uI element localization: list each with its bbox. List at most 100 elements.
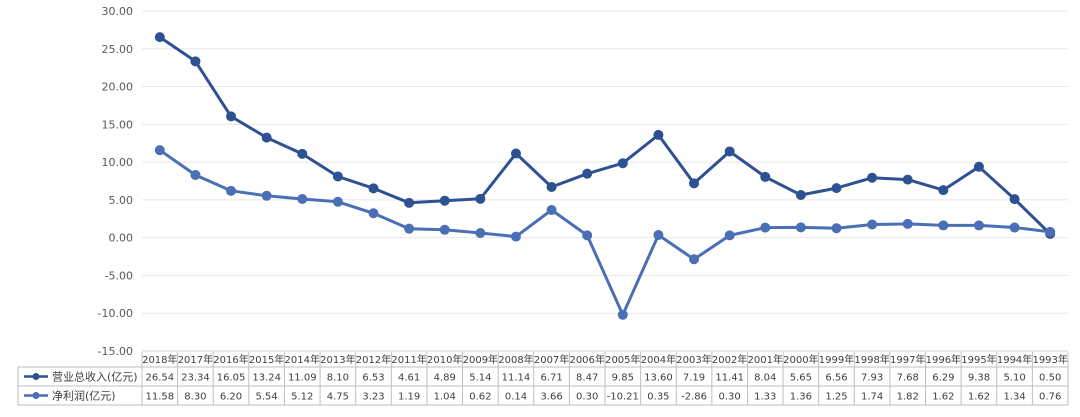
- data-point: [831, 223, 842, 234]
- x-tick-label: 2012年: [356, 353, 391, 366]
- x-tick-label: 2017年: [178, 353, 213, 366]
- data-point: [404, 223, 415, 234]
- table-cell-value: 7.19: [683, 373, 705, 384]
- table-cell-value: 0.35: [647, 392, 669, 403]
- y-tick-label: 0.00: [109, 232, 134, 245]
- table-cell-value: 8.04: [754, 373, 776, 384]
- table-cell-value: 5.12: [291, 392, 313, 403]
- data-point: [368, 183, 379, 194]
- x-tick-label: 2006年: [569, 353, 604, 366]
- table-cell-value: 1.19: [398, 392, 420, 403]
- y-tick-label: 25.00: [102, 43, 134, 56]
- table-cell-value: 1.62: [968, 392, 990, 403]
- table-cell-value: 9.38: [968, 373, 990, 384]
- table-cell-value: 4.75: [327, 392, 349, 403]
- data-point: [475, 227, 486, 238]
- data-point: [510, 148, 521, 159]
- table-cell-value: -10.21: [607, 392, 639, 403]
- series-line: [158, 148, 1052, 317]
- table-cell-value: 11.14: [502, 373, 531, 384]
- x-tick-label: 2008年: [498, 353, 533, 366]
- data-point: [332, 171, 343, 182]
- x-tick-label: 2015年: [249, 353, 284, 366]
- table-cell-value: 5.65: [790, 373, 812, 384]
- legend-label: 净利润(亿元): [52, 389, 116, 403]
- data-point: [760, 222, 771, 233]
- table-cell-value: 16.05: [217, 373, 246, 384]
- y-tick-label: 5.00: [109, 194, 134, 207]
- data-point: [546, 205, 557, 216]
- table-cell-value: 11.09: [288, 373, 317, 384]
- table-cell-value: 5.54: [256, 392, 278, 403]
- table-cell-value: 1.74: [861, 392, 883, 403]
- data-point: [867, 219, 878, 230]
- table-cell-value: 0.76: [1039, 392, 1061, 403]
- x-tick-label: 1993年: [1032, 353, 1067, 366]
- data-point: [1009, 194, 1020, 205]
- table-cell-value: 0.50: [1039, 373, 1061, 384]
- data-point: [760, 171, 771, 182]
- x-tick-label: 2001年: [748, 353, 783, 366]
- x-tick-label: 2014年: [285, 353, 320, 366]
- x-tick-label: 2013年: [320, 353, 355, 366]
- data-point: [154, 145, 165, 156]
- data-point: [190, 56, 201, 67]
- data-point: [689, 254, 700, 265]
- table-cell-value: 23.34: [181, 373, 210, 384]
- data-point: [404, 197, 415, 208]
- series-line: [158, 35, 1052, 236]
- x-tick-label: 2016年: [213, 353, 248, 366]
- data-point: [973, 220, 984, 231]
- table-cell-value: 0.30: [719, 392, 741, 403]
- data-point: [297, 193, 308, 204]
- table-cell-value: 6.53: [362, 373, 384, 384]
- table-cell-value: 3.23: [362, 392, 384, 403]
- data-point: [439, 195, 450, 206]
- data-point: [439, 224, 450, 235]
- data-point: [261, 190, 272, 201]
- data-point: [297, 148, 308, 159]
- table-cell-value: 26.54: [145, 373, 174, 384]
- data-point: [1045, 226, 1056, 237]
- table-cell-value: -2.86: [681, 392, 707, 403]
- x-tick-label: 2011年: [391, 353, 426, 366]
- x-tick-label: 1997年: [890, 353, 925, 366]
- x-tick-label: 1994年: [997, 353, 1032, 366]
- table-cell-value: 5.14: [469, 373, 491, 384]
- x-tick-label: 2010年: [427, 353, 462, 366]
- data-point: [1009, 222, 1020, 233]
- y-tick-label: -10.00: [98, 307, 133, 320]
- data-point: [689, 178, 700, 189]
- legend-marker: [32, 392, 40, 399]
- y-tick-label: 15.00: [102, 118, 134, 131]
- data-point: [831, 183, 842, 194]
- table-cell-value: 0.14: [505, 392, 527, 403]
- legend-label: 营业总收入(亿元): [52, 370, 138, 384]
- x-tick-label: 1998年: [854, 353, 889, 366]
- table-cell-value: 13.24: [252, 373, 281, 384]
- table-cell-value: 1.25: [825, 392, 847, 403]
- x-tick-label: 1999年: [819, 353, 854, 366]
- data-point: [582, 230, 593, 241]
- x-tick-label: 2009年: [463, 353, 498, 366]
- data-point: [973, 161, 984, 172]
- table-cell-value: 6.56: [825, 373, 847, 384]
- x-tick-label: 2018年: [142, 353, 177, 366]
- x-tick-label: 1996年: [926, 353, 961, 366]
- data-point: [226, 111, 237, 122]
- y-tick-label: 30.00: [102, 5, 134, 18]
- table-cell-value: 3.66: [540, 392, 562, 403]
- data-point: [938, 185, 949, 196]
- data-point: [261, 132, 272, 143]
- data-point: [226, 185, 237, 196]
- x-tick-label: 2003年: [676, 353, 711, 366]
- data-point: [617, 309, 628, 320]
- table-cell-value: 0.62: [469, 392, 491, 403]
- table-cell-value: 8.30: [184, 392, 206, 403]
- table-cell-value: 4.89: [434, 373, 456, 384]
- x-tick-label: 2007年: [534, 353, 569, 366]
- y-tick-label: -15.00: [98, 345, 133, 358]
- table-cell-value: 1.34: [1003, 392, 1025, 403]
